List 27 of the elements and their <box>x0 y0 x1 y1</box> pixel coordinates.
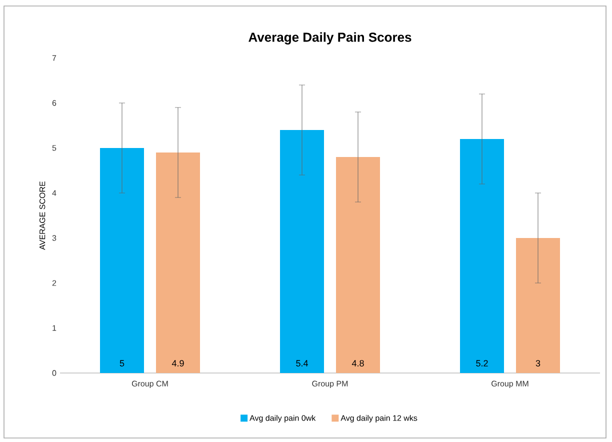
bar <box>516 238 560 373</box>
legend-label: Avg daily pain 0wk <box>250 414 316 422</box>
x-tick-label: Group CM <box>132 380 168 388</box>
data-label: 3 <box>536 360 540 366</box>
data-label: 5.2 <box>476 360 488 366</box>
bar <box>100 148 144 373</box>
y-tick-label: 5 <box>52 145 56 151</box>
y-tick-label: 3 <box>52 235 56 241</box>
bar <box>280 130 324 373</box>
bar <box>156 152 200 373</box>
y-tick-label: 0 <box>52 370 56 376</box>
data-label: 5 <box>120 360 124 366</box>
y-tick-label: 4 <box>52 190 56 196</box>
data-label: 4.8 <box>352 360 364 366</box>
y-tick-label: 7 <box>52 55 56 61</box>
data-label: 4.9 <box>172 360 184 366</box>
y-tick-label: 6 <box>52 100 56 106</box>
y-tick-label: 2 <box>52 280 56 286</box>
legend-label: Avg daily pain 12 wks <box>340 414 418 422</box>
y-axis-title: AVERAGE SCORE <box>39 181 46 250</box>
x-tick-label: Group PM <box>312 380 348 388</box>
x-tick-label: Group MM <box>492 380 528 388</box>
chart-title: Average Daily Pain Scores <box>248 32 412 44</box>
bar <box>336 157 380 373</box>
bar <box>460 139 504 373</box>
y-tick-label: 1 <box>52 325 56 331</box>
data-label: 5.4 <box>296 360 308 366</box>
